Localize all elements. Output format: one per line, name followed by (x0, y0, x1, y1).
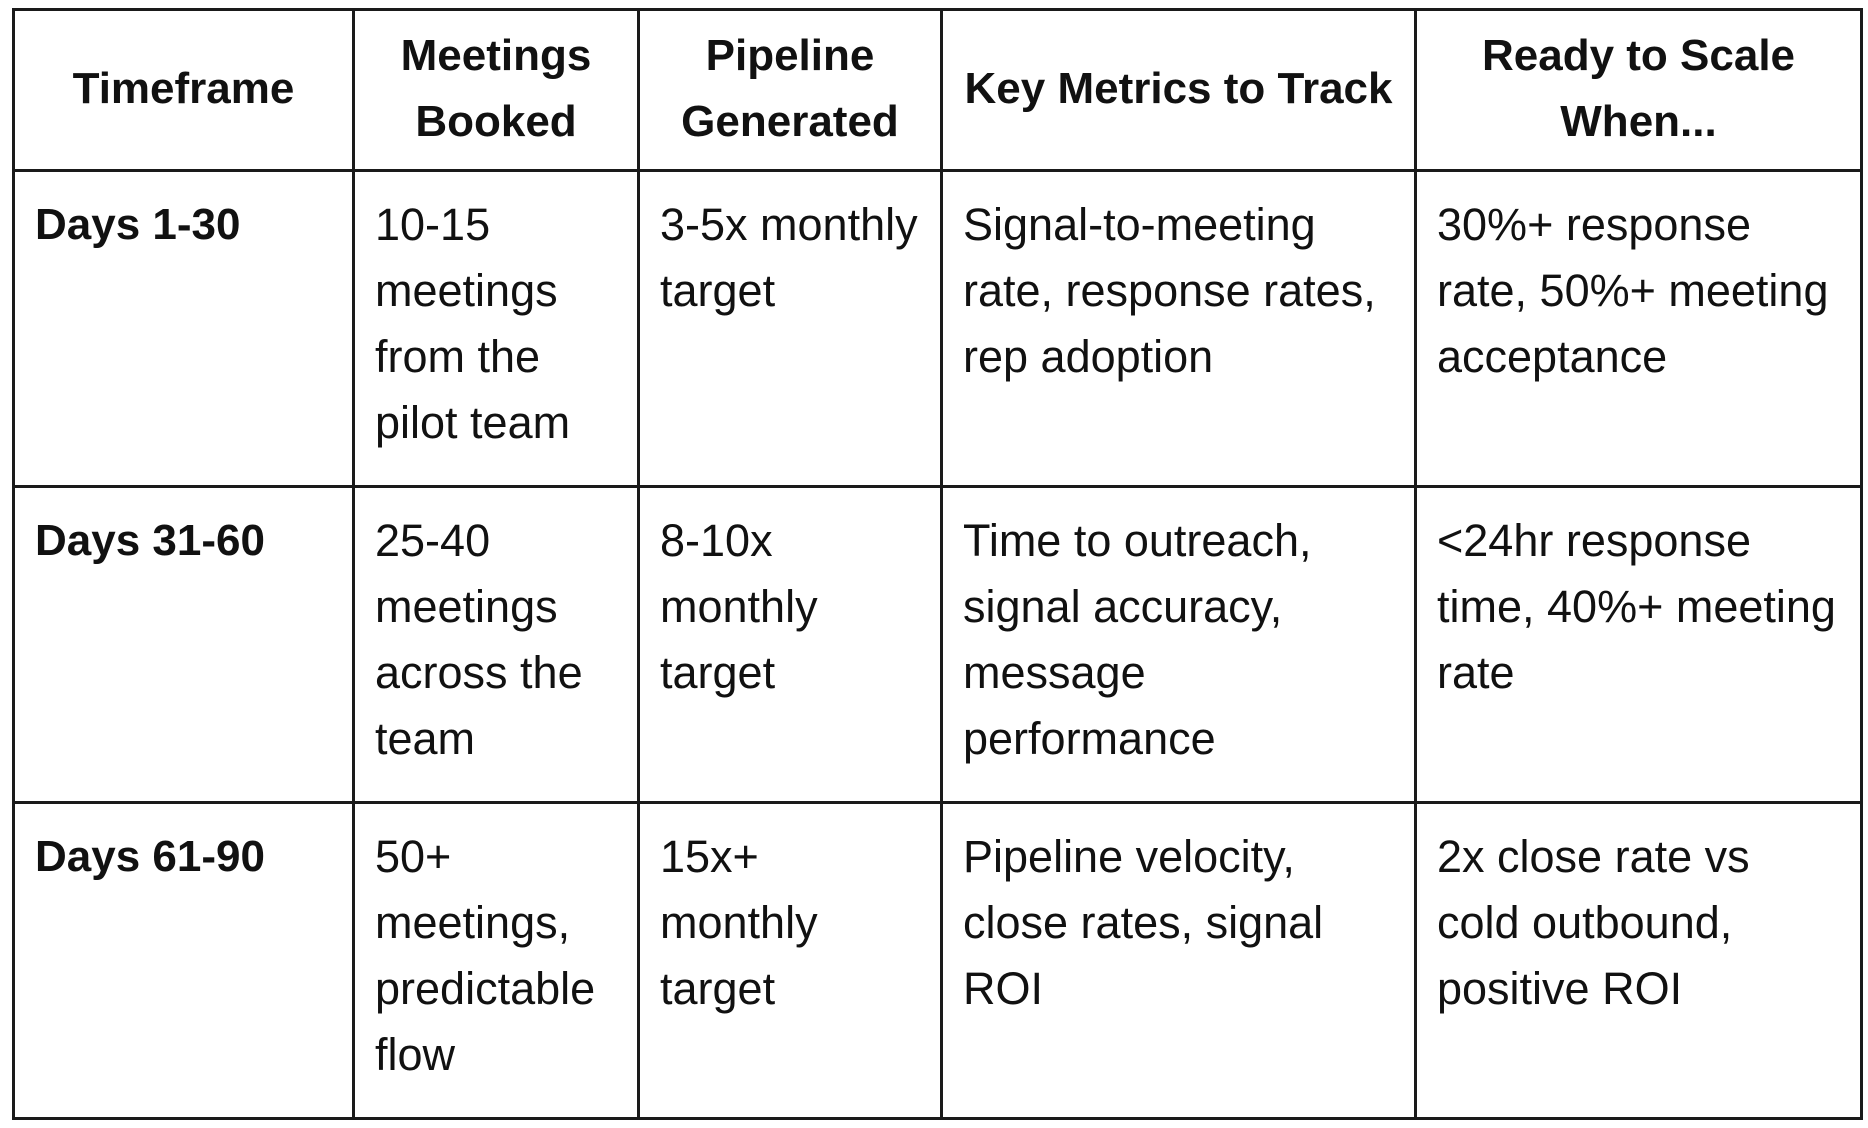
header-meetings-booked: Meetings Booked (352, 8, 640, 172)
header-timeframe: Timeframe (12, 8, 355, 172)
cell-pipeline-generated: 8-10x monthly target (637, 485, 943, 804)
header-pipeline-generated: Pipeline Generated (637, 8, 943, 172)
cell-timeframe: Days 61-90 (12, 801, 355, 1120)
cell-ready-to-scale: <24hr response time, 40%+ meeting rate (1414, 485, 1863, 804)
cell-meetings-booked: 10-15 meetings from the pilot team (352, 169, 640, 488)
table-row: Days 31-60 25-40 meetings across the tea… (12, 485, 1863, 804)
header-key-metrics: Key Metrics to Track (940, 8, 1417, 172)
cell-key-metrics: Signal-to-meeting rate, response rates, … (940, 169, 1417, 488)
scaling-timeline-table: Timeframe Meetings Booked Pipeline Gener… (12, 8, 1863, 1120)
cell-pipeline-generated: 15x+ monthly target (637, 801, 943, 1120)
cell-ready-to-scale: 30%+ response rate, 50%+ meeting accepta… (1414, 169, 1863, 488)
header-row: Timeframe Meetings Booked Pipeline Gener… (12, 8, 1863, 172)
cell-timeframe: Days 1-30 (12, 169, 355, 488)
cell-key-metrics: Pipeline velocity, close rates, signal R… (940, 801, 1417, 1120)
cell-pipeline-generated: 3-5x monthly target (637, 169, 943, 488)
cell-key-metrics: Time to outreach, signal accuracy, messa… (940, 485, 1417, 804)
cell-timeframe: Days 31-60 (12, 485, 355, 804)
table-row: Days 61-90 50+ meetings, predictable flo… (12, 801, 1863, 1120)
header-ready-to-scale: Ready to Scale When... (1414, 8, 1863, 172)
cell-ready-to-scale: 2x close rate vs cold outbound, positive… (1414, 801, 1863, 1120)
cell-meetings-booked: 50+ meetings, predictable flow (352, 801, 640, 1120)
cell-meetings-booked: 25-40 meetings across the team (352, 485, 640, 804)
table-row: Days 1-30 10-15 meetings from the pilot … (12, 169, 1863, 488)
